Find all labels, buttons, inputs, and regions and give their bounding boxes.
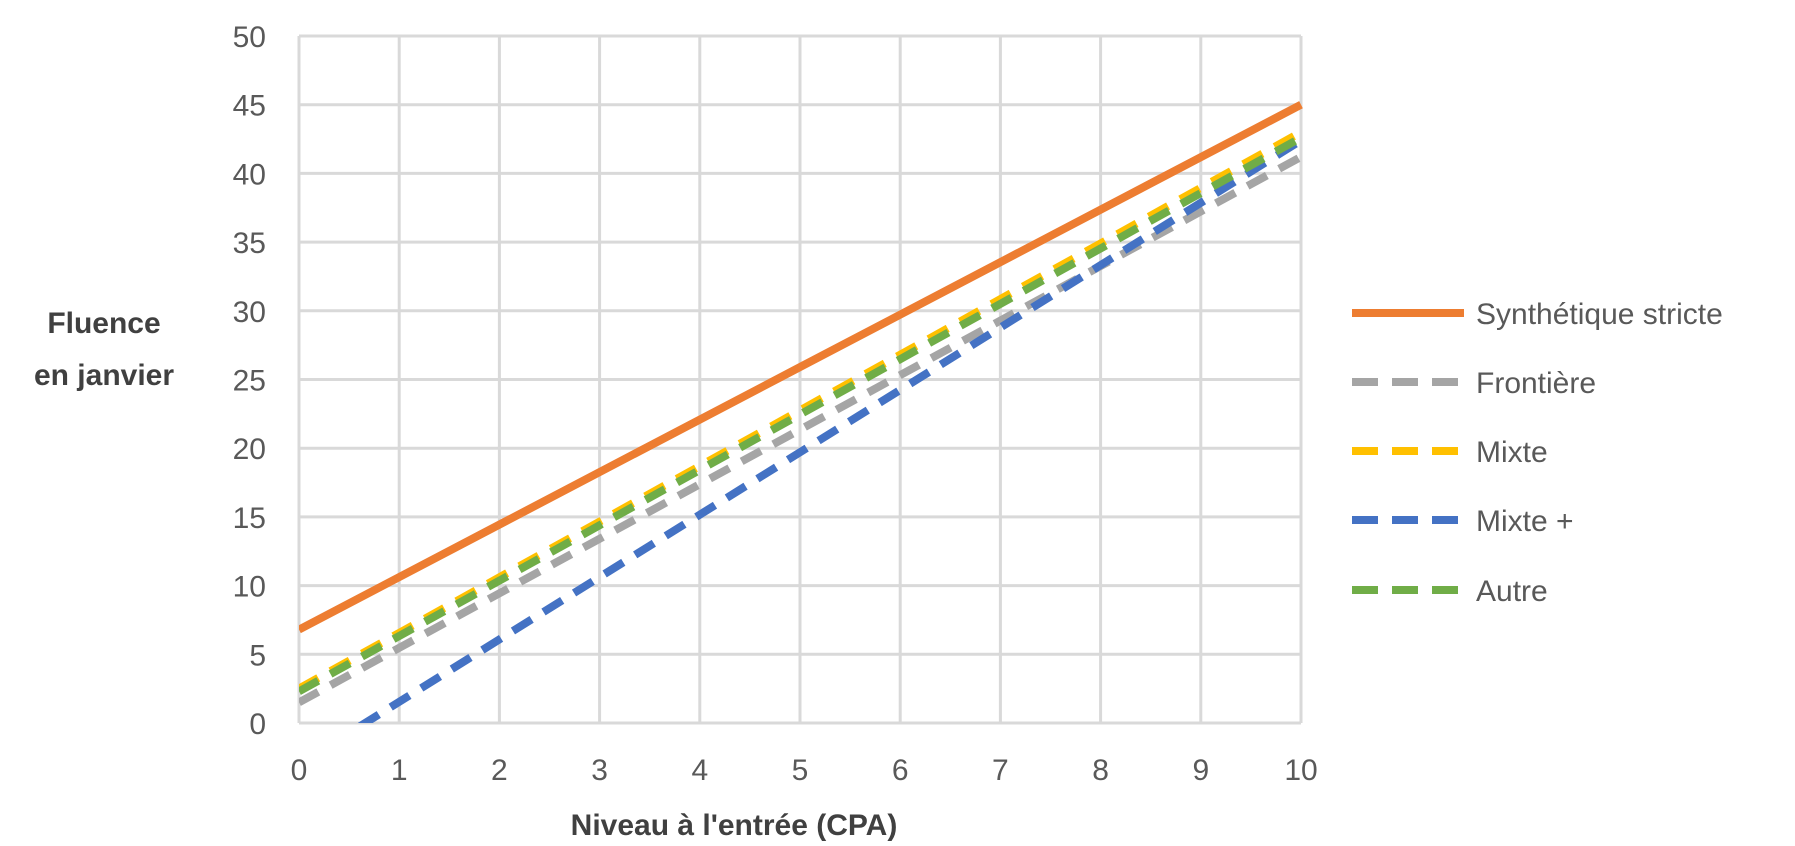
- series-line-4: [357, 137, 1304, 723]
- grid-lines: [297, 34, 1303, 725]
- legend-label-4: Mixte +: [1476, 505, 1574, 538]
- x-tick-label: 8: [1092, 754, 1109, 787]
- x-tick-label: 5: [792, 754, 809, 787]
- x-tick-label: 9: [1192, 754, 1209, 787]
- series-line-5: [299, 134, 1303, 695]
- y-tick-label: 20: [233, 433, 266, 466]
- x-tick-label: 2: [491, 754, 508, 787]
- legend-label-3: Mixte: [1476, 436, 1548, 469]
- x-tick-label: 7: [992, 754, 1009, 787]
- y-tick-label: 25: [233, 365, 266, 398]
- y-axis-ticks: 0 5 10 15 20 25 30 35 40 45 50: [233, 21, 266, 741]
- x-tick-label: 0: [291, 754, 308, 787]
- x-tick-label: 6: [892, 754, 909, 787]
- x-axis-title: Niveau à l'entrée (CPA): [571, 809, 898, 842]
- legend-label-1: Synthétique stricte: [1476, 298, 1723, 331]
- y-tick-label: 45: [233, 90, 266, 123]
- legend-label-2: Frontière: [1476, 367, 1596, 400]
- x-tick-label: 10: [1284, 754, 1317, 787]
- y-tick-label: 15: [233, 502, 266, 535]
- x-tick-label: 4: [691, 754, 708, 787]
- x-tick-label: 1: [391, 754, 408, 787]
- series-line-1: [299, 101, 1303, 634]
- y-tick-label: 5: [249, 639, 266, 672]
- y-tick-label: 30: [233, 296, 266, 329]
- x-tick-label: 3: [591, 754, 608, 787]
- y-tick-label: 40: [233, 158, 266, 191]
- y-tick-label: 35: [233, 227, 266, 260]
- y-tick-label: 50: [233, 21, 266, 54]
- y-axis-title-line-2: en janvier: [34, 359, 174, 392]
- y-tick-label: 0: [249, 708, 266, 741]
- x-axis-ticks: 0 1 2 3 4 5 6 7 8 9 10: [291, 754, 1318, 787]
- legend-label-5: Autre: [1476, 575, 1548, 608]
- y-tick-label: 10: [233, 571, 266, 604]
- series-lines: [299, 101, 1304, 723]
- y-axis-title-line-1: Fluence: [47, 307, 160, 340]
- legend: Synthétique stricte Frontière Mixte Mixte +…: [1352, 298, 1723, 608]
